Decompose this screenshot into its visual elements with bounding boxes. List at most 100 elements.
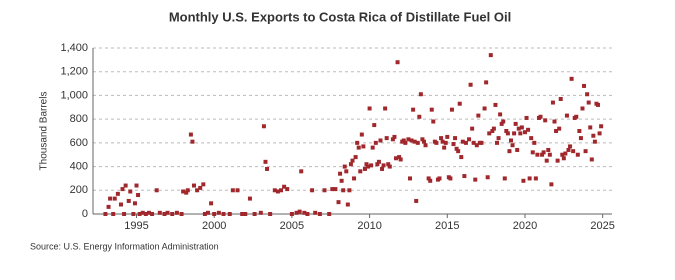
point (299, 169, 304, 174)
point (578, 136, 583, 141)
point (272, 188, 277, 193)
point (347, 188, 352, 193)
point (106, 204, 111, 209)
y-tick-label: 1,000 (60, 89, 88, 101)
point (522, 130, 527, 135)
x-tick-label: 2015 (435, 220, 459, 232)
point (470, 126, 475, 131)
y-tick-label: 400 (70, 160, 88, 172)
point (366, 164, 371, 169)
point (132, 201, 137, 206)
point (310, 188, 315, 193)
point (495, 140, 500, 145)
point (221, 212, 226, 216)
point (586, 100, 591, 105)
point (457, 101, 462, 106)
point (192, 183, 197, 188)
point (353, 155, 358, 160)
point (518, 131, 523, 136)
point (588, 125, 593, 130)
x-tick-label: 2005 (280, 220, 304, 232)
point (474, 143, 479, 148)
point (205, 210, 210, 215)
point (468, 82, 473, 87)
point (392, 134, 397, 139)
point (504, 129, 509, 133)
point (375, 162, 380, 167)
point (440, 139, 445, 144)
point (491, 126, 496, 131)
point (428, 178, 433, 183)
point (294, 210, 299, 215)
point (350, 158, 355, 163)
point (268, 212, 273, 216)
point (582, 83, 587, 88)
x-tick-label: 2000 (202, 220, 226, 232)
point (302, 210, 307, 215)
point (519, 125, 524, 130)
point (230, 188, 235, 193)
point (575, 152, 580, 157)
point (557, 126, 562, 131)
point (591, 133, 596, 138)
x-tick-label: 2025 (590, 220, 614, 232)
point (342, 164, 347, 169)
point (420, 137, 425, 142)
point (108, 196, 113, 201)
point (394, 156, 399, 161)
point (460, 139, 465, 144)
point (128, 189, 133, 194)
point (123, 183, 128, 188)
point (490, 129, 495, 133)
point (456, 149, 461, 154)
x-tick-label: 2010 (357, 220, 381, 232)
point (558, 96, 563, 101)
point (409, 138, 414, 143)
point (358, 169, 363, 174)
point (202, 212, 207, 216)
point (549, 182, 554, 187)
point (479, 140, 484, 145)
point (275, 189, 280, 194)
point (484, 80, 489, 85)
point (134, 183, 139, 188)
point (543, 118, 548, 123)
point (585, 92, 590, 97)
point (513, 121, 518, 126)
point (118, 202, 123, 207)
point (185, 188, 190, 193)
point (412, 139, 417, 144)
point (387, 164, 392, 169)
point (463, 140, 468, 145)
point (502, 176, 507, 181)
point (561, 156, 566, 161)
point (170, 212, 175, 216)
point (453, 136, 458, 141)
point (449, 107, 454, 112)
point (157, 210, 162, 215)
point (344, 169, 349, 174)
point (547, 152, 552, 157)
point (115, 191, 120, 196)
point (577, 129, 582, 133)
point (554, 129, 559, 133)
point (252, 212, 257, 216)
source-note: Source: U.S. Energy Information Administ… (30, 241, 219, 251)
point (131, 212, 136, 216)
point (330, 187, 335, 192)
point (235, 188, 240, 193)
point (563, 151, 568, 156)
point (126, 198, 131, 203)
point (227, 212, 232, 216)
point (146, 210, 151, 215)
point (510, 143, 515, 148)
point (373, 140, 378, 145)
point (122, 212, 127, 216)
point (361, 144, 366, 149)
point (381, 163, 386, 168)
point (437, 176, 442, 181)
point (527, 176, 532, 181)
point (339, 178, 344, 183)
point (538, 114, 543, 119)
point (530, 150, 535, 155)
